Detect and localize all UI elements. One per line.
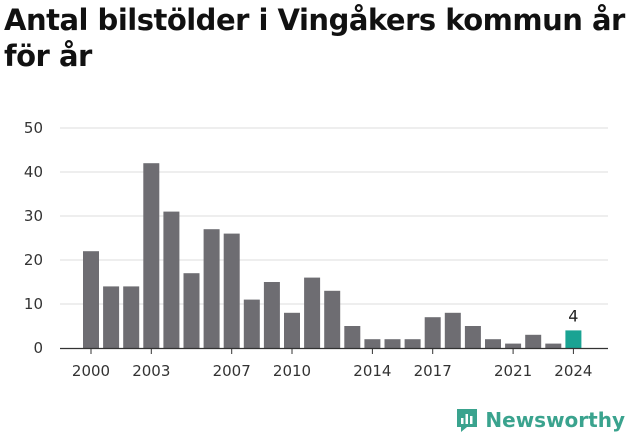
bar-2015 <box>384 339 401 348</box>
y-tick-label-40: 40 <box>24 163 43 181</box>
x-tick-label-2021: 2021 <box>494 362 532 380</box>
data-labels: 4 <box>568 306 578 325</box>
bar-2005 <box>183 273 200 348</box>
x-tick-label-2007: 2007 <box>213 362 251 380</box>
y-axis-ticks: 0 10 20 30 40 50 <box>24 119 43 357</box>
bar-2024 <box>565 330 582 348</box>
bar-2008 <box>243 299 260 348</box>
bar-2004 <box>163 211 180 348</box>
bar-2013 <box>344 326 361 348</box>
bar-2002 <box>123 286 140 348</box>
x-tick-label-2003: 2003 <box>132 362 170 380</box>
y-tick-label-50: 50 <box>24 119 43 137</box>
bar-2001 <box>103 286 120 348</box>
x-tick-label-2017: 2017 <box>414 362 452 380</box>
grid-lines <box>60 127 608 305</box>
x-tick-label-2000: 2000 <box>72 362 110 380</box>
bar-2018 <box>444 312 461 348</box>
bar-2014 <box>364 339 381 348</box>
logo-text: Newsworthy <box>485 408 625 432</box>
bar-2017 <box>424 317 441 348</box>
y-tick-label-10: 10 <box>24 295 43 313</box>
y-tick-label-20: 20 <box>24 251 43 269</box>
bar-2010 <box>284 312 300 348</box>
bar-2000 <box>83 251 99 348</box>
newsworthy-chart-icon <box>457 409 478 432</box>
bar-2012 <box>324 290 341 348</box>
bars <box>83 163 582 348</box>
x-tick-label-2010: 2010 <box>273 362 311 380</box>
x-tick-label-2024: 2024 <box>554 362 592 380</box>
x-tick-label-2014: 2014 <box>353 362 391 380</box>
bar-2022 <box>525 334 542 348</box>
bar-2003 <box>143 163 160 348</box>
bar-2021 <box>505 343 522 348</box>
newsworthy-logo: Newsworthy <box>455 407 625 433</box>
bar-2020 <box>485 339 501 348</box>
x-axis-ticks: 2000 2003 2007 2010 2014 2017 2021 2024 <box>60 347 608 380</box>
data-label-2024: 4 <box>568 306 578 325</box>
bar-2007 <box>223 233 240 348</box>
chart-title: Antal bilstölder i Vingåkers kommun år f… <box>4 3 625 73</box>
bar-2016 <box>404 339 421 348</box>
bar-2019 <box>464 326 481 348</box>
y-tick-label-30: 30 <box>24 207 43 225</box>
bar-2011 <box>304 277 321 348</box>
bar-2006 <box>203 229 220 348</box>
y-tick-label-0: 0 <box>33 339 43 357</box>
bar-2009 <box>263 282 280 348</box>
bar-2023 <box>545 343 562 348</box>
